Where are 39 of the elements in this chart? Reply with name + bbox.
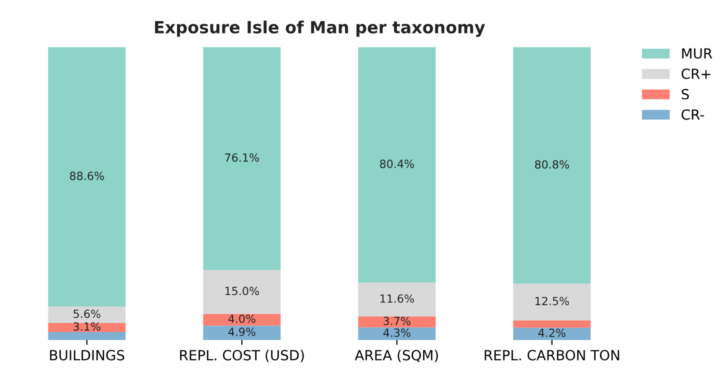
data-label: 80.8% — [535, 160, 569, 169]
x-tick-label: BUILDINGS — [50, 350, 124, 360]
data-label: 15.0% — [225, 286, 259, 296]
bar — [48, 332, 126, 340]
x-tick-label: REPL. CARBON TON — [484, 350, 620, 360]
bar — [358, 316, 436, 328]
data-label: 88.6% — [70, 172, 104, 180]
bar — [358, 327, 436, 340]
x-tick-label: REPL. COST (USD) — [180, 350, 304, 362]
bar — [48, 306, 126, 323]
bar — [203, 314, 281, 326]
data-label: 5.6% — [74, 310, 100, 318]
data-label: 80.4% — [380, 160, 414, 168]
data-label: 3.1% — [74, 322, 100, 331]
chart-title: Exposure Isle of Man per taxonomy — [155, 20, 485, 37]
bar — [203, 270, 281, 314]
bar — [513, 284, 591, 320]
legend-label: S — [682, 88, 689, 100]
bar — [48, 322, 126, 332]
data-label: 4.2% — [538, 328, 566, 338]
bar — [513, 47, 591, 284]
legend-label: CR- — [682, 109, 704, 120]
bar — [358, 47, 436, 283]
bar — [513, 328, 591, 340]
data-label: 4.0% — [228, 314, 256, 323]
bar — [203, 47, 281, 270]
data-label: 11.6% — [380, 294, 414, 303]
bar — [513, 320, 591, 328]
bar — [203, 326, 281, 340]
data-label: 4.3% — [383, 328, 410, 337]
bar — [358, 282, 436, 317]
x-tick-label: AREA (SQM) — [354, 350, 438, 362]
data-label: 12.5% — [536, 296, 569, 306]
bar — [48, 47, 126, 307]
data-label: 4.9% — [228, 328, 256, 336]
legend-label: CR+ — [682, 68, 710, 80]
legend-label: MUR — [682, 48, 712, 59]
data-label: 76.1% — [225, 153, 259, 162]
data-label: 3.7% — [384, 316, 410, 326]
